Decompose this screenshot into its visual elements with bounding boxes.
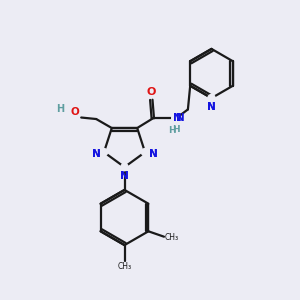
Text: N: N	[148, 149, 158, 159]
Text: H: H	[169, 126, 176, 135]
Circle shape	[208, 94, 215, 102]
Text: O: O	[147, 87, 156, 97]
Text: CH₃: CH₃	[165, 233, 179, 242]
Circle shape	[121, 164, 128, 171]
Text: N: N	[92, 149, 100, 159]
Text: O: O	[70, 106, 79, 117]
Circle shape	[100, 148, 108, 156]
Text: N: N	[207, 102, 216, 112]
Text: N: N	[173, 113, 182, 123]
Circle shape	[172, 115, 179, 122]
Text: N: N	[148, 149, 158, 159]
Text: H: H	[57, 104, 65, 114]
Text: N: N	[92, 149, 100, 159]
Text: H: H	[172, 125, 179, 134]
Text: CH₃: CH₃	[117, 262, 132, 271]
Circle shape	[141, 148, 148, 156]
Text: N: N	[176, 113, 185, 123]
Text: N: N	[120, 171, 129, 181]
Text: N: N	[120, 171, 129, 181]
Text: N: N	[207, 102, 216, 112]
